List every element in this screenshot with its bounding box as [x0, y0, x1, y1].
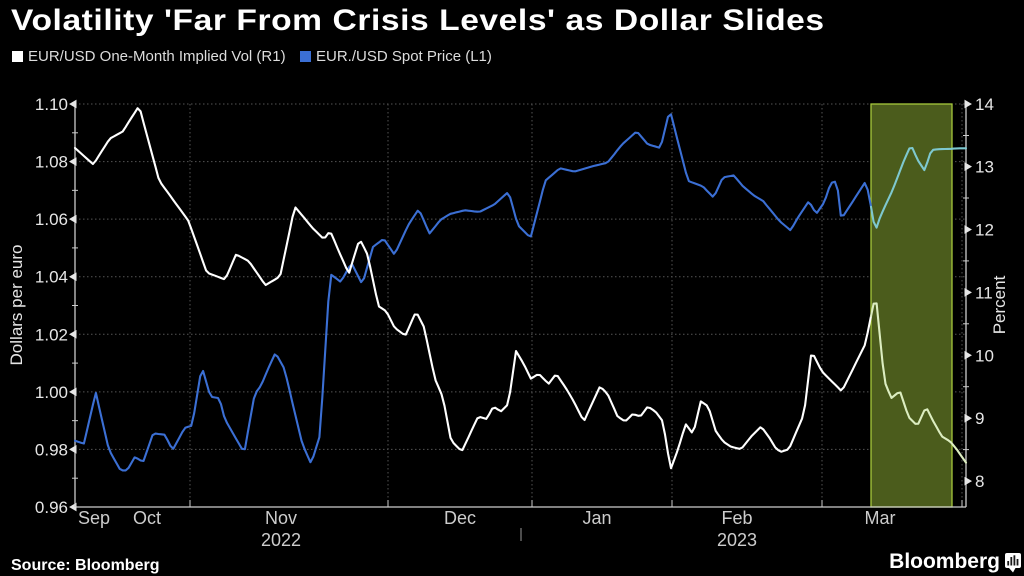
- svg-text:12: 12: [975, 221, 994, 240]
- svg-text:1.08: 1.08: [35, 153, 68, 172]
- svg-text:14: 14: [975, 95, 994, 114]
- svg-text:8: 8: [975, 472, 984, 491]
- svg-text:1.06: 1.06: [35, 210, 68, 229]
- svg-text:1.04: 1.04: [35, 268, 68, 287]
- svg-text:Nov: Nov: [265, 508, 297, 528]
- svg-text:Bloomberg: Bloomberg: [889, 550, 1000, 573]
- svg-text:0.96: 0.96: [35, 498, 68, 517]
- svg-text:9: 9: [975, 409, 984, 428]
- svg-text:Source: Bloomberg: Source: Bloomberg: [11, 557, 159, 574]
- svg-text:Mar: Mar: [865, 508, 896, 528]
- svg-text:EUR./USD Spot Price (L1): EUR./USD Spot Price (L1): [316, 48, 492, 65]
- svg-text:10: 10: [975, 346, 994, 365]
- svg-text:Jan: Jan: [582, 508, 611, 528]
- svg-text:Oct: Oct: [133, 508, 161, 528]
- svg-text:Dollars per euro: Dollars per euro: [7, 245, 26, 366]
- svg-text:1.10: 1.10: [35, 95, 68, 114]
- svg-text:Percent: Percent: [990, 275, 1009, 334]
- svg-text:Dec: Dec: [444, 508, 476, 528]
- svg-text:Feb: Feb: [721, 508, 752, 528]
- svg-text:2022: 2022: [261, 530, 301, 550]
- svg-text:EUR/USD One-Month Implied Vol: EUR/USD One-Month Implied Vol (R1): [28, 48, 286, 65]
- svg-text:2023: 2023: [717, 530, 757, 550]
- svg-text:1.00: 1.00: [35, 383, 68, 402]
- svg-text:13: 13: [975, 158, 994, 177]
- svg-text:1.02: 1.02: [35, 325, 68, 344]
- svg-text:Sep: Sep: [78, 508, 110, 528]
- svg-text:Volatility 'Far From Crisis Le: Volatility 'Far From Crisis Levels' as D…: [11, 3, 825, 37]
- svg-text:0.98: 0.98: [35, 440, 68, 459]
